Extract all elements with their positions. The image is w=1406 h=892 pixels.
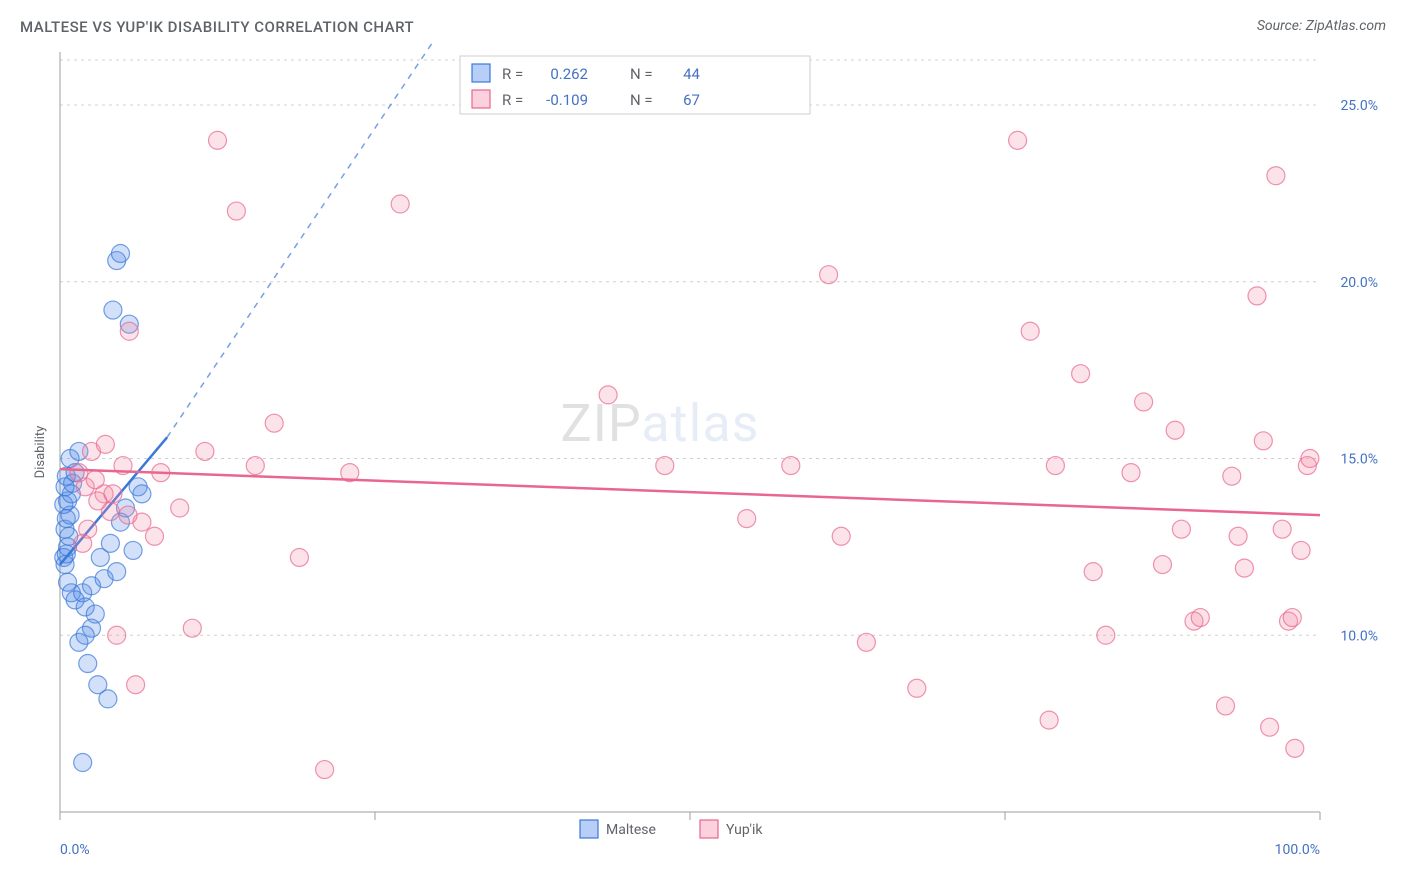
data-point: [1267, 167, 1285, 185]
legend-n-label: N =: [630, 65, 653, 83]
legend-r-value: -0.109: [546, 91, 588, 109]
legend-swatch: [472, 90, 490, 108]
data-point: [108, 563, 126, 581]
source-label: Source: ZipAtlas.com: [1257, 18, 1386, 34]
data-point: [146, 527, 164, 545]
data-point: [1009, 131, 1027, 149]
legend-swatch: [580, 820, 598, 838]
data-point: [99, 690, 117, 708]
data-point: [1223, 467, 1241, 485]
y-axis-label: Disability: [33, 426, 48, 479]
data-point: [1084, 563, 1102, 581]
legend-swatch: [700, 820, 718, 838]
data-point: [1283, 609, 1301, 627]
data-point: [1217, 697, 1235, 715]
data-point: [599, 386, 617, 404]
data-point: [74, 754, 92, 772]
data-point: [104, 301, 122, 319]
data-point: [1166, 421, 1184, 439]
data-point: [738, 510, 756, 528]
data-point: [86, 471, 104, 489]
data-point: [1235, 559, 1253, 577]
data-point: [1292, 541, 1310, 559]
data-point: [96, 435, 114, 453]
data-point: [782, 457, 800, 475]
data-point: [101, 534, 119, 552]
data-point: [246, 457, 264, 475]
data-point: [1301, 450, 1319, 468]
legend-r-value: 0.262: [550, 65, 588, 83]
x-tick-label: 100.0%: [1275, 842, 1320, 858]
header: MALTESE VS YUP'IK DISABILITY CORRELATION…: [20, 18, 1386, 36]
watermark: ZIPatlas: [561, 393, 760, 454]
data-point: [265, 414, 283, 432]
data-point: [124, 541, 142, 559]
data-point: [70, 464, 88, 482]
chart-container: MALTESE VS YUP'IK DISABILITY CORRELATION…: [0, 0, 1406, 892]
y-tick-label: 15.0%: [1340, 452, 1378, 468]
data-point: [1154, 556, 1172, 574]
data-point: [1248, 287, 1266, 305]
data-point: [820, 266, 838, 284]
y-tick-label: 25.0%: [1340, 98, 1378, 114]
data-point: [196, 442, 214, 460]
data-point: [1072, 365, 1090, 383]
data-point: [316, 761, 334, 779]
data-point: [1229, 527, 1247, 545]
y-tick-label: 20.0%: [1340, 275, 1378, 291]
data-point: [1097, 626, 1115, 644]
legend-n-label: N =: [630, 91, 653, 109]
data-point: [1191, 609, 1209, 627]
scatter-chart: 10.0% 15.0% 20.0% 25.0% 0.0% 100.0% ZIPatlas R …: [20, 42, 1386, 862]
y-tick-label: 10.0%: [1340, 628, 1378, 644]
legend-r-label: R =: [502, 65, 523, 83]
chart-area: Disability 10.0% 15.0% 20.0% 25.0% 0.0% 100.0…: [20, 42, 1386, 862]
data-point: [127, 676, 145, 694]
data-point: [111, 244, 129, 262]
data-point: [120, 322, 138, 340]
legend-n-value: 67: [683, 91, 700, 109]
data-point: [209, 131, 227, 149]
x-tick-label: 0.0%: [60, 842, 90, 858]
data-point: [832, 527, 850, 545]
data-point: [1286, 739, 1304, 757]
data-point: [74, 534, 92, 552]
data-point: [104, 485, 122, 503]
legend-r-label: R =: [502, 91, 523, 109]
legend-swatch: [472, 64, 490, 82]
data-point: [908, 679, 926, 697]
data-point: [391, 195, 409, 213]
data-point: [656, 457, 674, 475]
data-point: [290, 548, 308, 566]
data-point: [133, 485, 151, 503]
data-point: [1040, 711, 1058, 729]
data-point: [227, 202, 245, 220]
trend-line-dashed: [167, 42, 438, 437]
legend-n-value: 44: [683, 65, 700, 83]
data-point: [857, 633, 875, 651]
data-point: [119, 506, 137, 524]
chart-title: MALTESE VS YUP'IK DISABILITY CORRELATION…: [20, 18, 414, 36]
data-point: [1122, 464, 1140, 482]
data-point: [108, 626, 126, 644]
data-point: [171, 499, 189, 517]
data-point: [1172, 520, 1190, 538]
data-point: [76, 626, 94, 644]
data-point: [1254, 432, 1272, 450]
legend-series-label: Maltese: [606, 822, 656, 838]
data-point: [183, 619, 201, 637]
data-point: [1021, 322, 1039, 340]
legend-series-label: Yup'ik: [726, 822, 763, 838]
data-point: [1135, 393, 1153, 411]
data-point: [79, 655, 97, 673]
data-point: [1046, 457, 1064, 475]
data-point: [1273, 520, 1291, 538]
data-point: [1261, 718, 1279, 736]
